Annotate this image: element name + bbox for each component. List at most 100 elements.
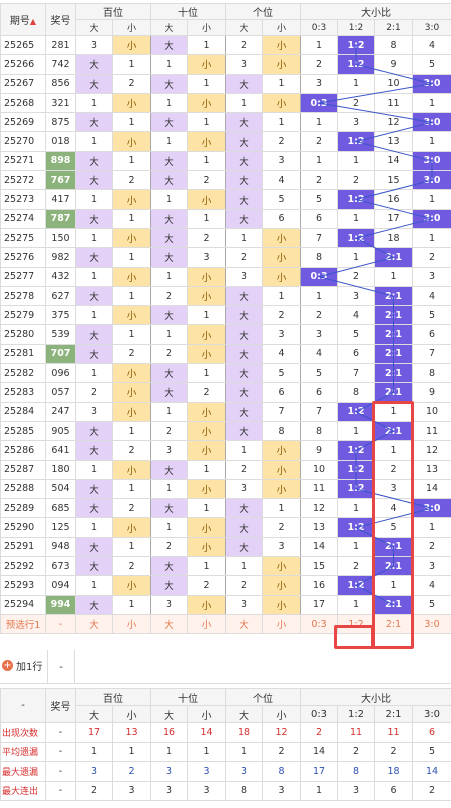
period-cell: 25286 xyxy=(0,440,46,461)
ratio-cell: 1:2 xyxy=(337,478,375,500)
predict-label: 预选行1 xyxy=(0,613,46,635)
predict-tens-big[interactable]: 大 xyxy=(150,613,188,635)
ratio-cell: 1 xyxy=(412,189,451,210)
hundreds-big-cell: 大 xyxy=(75,285,113,307)
tens-small-cell: 2 xyxy=(187,382,226,403)
period-cell: 25281 xyxy=(0,343,46,365)
winning-number-cell: 018 xyxy=(45,131,76,152)
table-row: 25268 321 1 小 1 小 1 小 0:3 2 11 1 xyxy=(0,92,451,114)
predict-hundreds-small[interactable]: 小 xyxy=(112,613,151,635)
ratio-cell: 0:3 xyxy=(300,266,338,287)
ratio-cell: 8 xyxy=(337,382,375,403)
predict-row: 预选行1 - 大 小 大 小 大 小 0:3 1:2 2:1 3:0 xyxy=(0,613,451,635)
ratio-cell: 3:0 xyxy=(412,498,451,519)
units-big-cell: 3 xyxy=(225,594,263,615)
predict-ratio-0-3[interactable]: 0:3 xyxy=(300,613,338,635)
table-row: 25285 905 大 1 2 小大 8 8 1 2:1 11 xyxy=(0,420,451,442)
ratio-cell: 2 xyxy=(300,131,338,152)
ratio-cell: 9 xyxy=(374,54,413,75)
ratio-cell: 2:1 xyxy=(374,420,413,442)
period-cell: 25271 xyxy=(0,150,46,172)
sort-icon[interactable]: ▲ xyxy=(29,17,37,26)
stats-value: 3 xyxy=(150,761,188,782)
predict-ratio-2-1[interactable]: 2:1 xyxy=(374,613,413,635)
predict-ratio-1-2[interactable]: 1:2 xyxy=(337,613,375,635)
winning-number-cell: 707 xyxy=(45,343,76,365)
winning-number-cell: 504 xyxy=(45,478,76,500)
tens-small-cell: 2 xyxy=(187,170,226,191)
stats-row: 最大遗漏 -3 2 3 3 3 8 17 8 18 14 xyxy=(0,761,451,782)
table-row: 25277 432 1 小 1 小 3 小 0:3 2 1 3 xyxy=(0,266,451,287)
predict-tens-small[interactable]: 小 xyxy=(187,613,226,635)
stats-dash: - xyxy=(45,761,76,782)
ratio-cell: 5 xyxy=(374,517,413,538)
stats-value: 2 xyxy=(300,722,338,743)
table-row: 25273 417 1 小 1 小大 5 5 1:2 16 1 xyxy=(0,189,451,210)
ratio-cell: 1 xyxy=(300,34,338,56)
hundreds-small-cell: 2 xyxy=(112,498,151,519)
hundreds-big-header: 大 xyxy=(75,19,113,36)
ratio-cell: 13 xyxy=(374,131,413,152)
units-big-cell: 3 xyxy=(225,54,263,75)
ratio-cell: 1 xyxy=(374,440,413,461)
stats-ratio-0-3: 0:3 xyxy=(300,705,338,723)
ratio-cell: 7 xyxy=(300,227,338,249)
tens-small-cell: 1 xyxy=(187,305,226,326)
units-big-cell: 大 xyxy=(225,536,263,558)
ratio-cell: 1:2 xyxy=(337,575,375,596)
units-small-cell: 小 xyxy=(262,459,301,480)
tens-small-cell: 小 xyxy=(187,478,226,500)
ratio-cell: 2 xyxy=(300,305,338,326)
tens-small-cell: 小 xyxy=(187,266,226,287)
units-big-cell: 大 xyxy=(225,305,263,326)
units-small-cell: 1 xyxy=(262,285,301,307)
hundreds-small-header: 小 xyxy=(112,19,151,36)
period-cell: 25285 xyxy=(0,420,46,442)
period-cell: 25276 xyxy=(0,247,46,268)
tens-small-cell: 2 xyxy=(187,227,226,249)
table-row: 25282 096 1 小大 1 大 5 5 7 2:1 8 xyxy=(0,363,451,384)
winning-number-cell: 096 xyxy=(45,363,76,384)
tens-small-cell: 1 xyxy=(187,34,226,56)
predict-ratio-3-0[interactable]: 3:0 xyxy=(412,613,451,635)
ratio-cell: 6 xyxy=(337,343,375,365)
stats-value: 1 xyxy=(225,741,263,762)
add-row-button[interactable]: + 加1行 xyxy=(2,658,42,673)
table-row: 25274 787 大 1 大 1 大 6 6 1 17 3:0 xyxy=(0,208,451,229)
table-row: 25267 856 大 2 大 1 大 1 3 1 10 3:0 xyxy=(0,73,451,94)
hundreds-small-cell: 小 xyxy=(112,517,151,538)
stats-value: 14 xyxy=(187,722,226,743)
ratio-cell: 3:0 xyxy=(412,170,451,191)
tens-big-cell: 2 xyxy=(150,536,188,558)
stats-row: 出现次数 -17 13 16 14 18 12 2 11 11 6 xyxy=(0,722,451,743)
units-big-cell: 大 xyxy=(225,112,263,133)
hundreds-big-cell: 大 xyxy=(75,208,113,229)
ratio-cell: 11 xyxy=(374,92,413,114)
tens-small-cell: 小 xyxy=(187,92,226,114)
tens-big-cell: 大 xyxy=(150,73,188,94)
table-row: 25288 504 大 1 1 小 3 小 11 1:2 3 14 xyxy=(0,478,451,500)
hundreds-small-cell: 2 xyxy=(112,170,151,191)
ratio-cell: 14 xyxy=(300,536,338,558)
period-header[interactable]: 期号▲ xyxy=(0,3,46,36)
tens-big-cell: 1 xyxy=(150,266,188,287)
ratio-cell: 2:1 xyxy=(374,247,413,268)
hundreds-big-cell: 大 xyxy=(75,498,113,519)
hundreds-small-cell: 1 xyxy=(112,478,151,500)
ratio-cell: 8 xyxy=(300,420,338,442)
winning-header: 奖号 xyxy=(45,3,76,36)
hundreds-small-cell: 小 xyxy=(112,131,151,152)
predict-units-big[interactable]: 大 xyxy=(225,613,263,635)
period-cell: 25278 xyxy=(0,285,46,307)
winning-number-cell: 787 xyxy=(45,208,76,229)
units-big-cell: 1 xyxy=(225,92,263,114)
stats-label: 平均遗漏 xyxy=(0,741,46,762)
predict-hundreds-big[interactable]: 大 xyxy=(75,613,113,635)
tens-big-cell: 1 xyxy=(150,131,188,152)
predict-units-small[interactable]: 小 xyxy=(262,613,301,635)
stats-value: 3 xyxy=(187,780,226,801)
ratio-cell: 5 xyxy=(412,54,451,75)
units-small-cell: 小 xyxy=(262,556,301,577)
ratio-3-0-header: 3:0 xyxy=(412,19,451,36)
units-big-cell: 大 xyxy=(225,343,263,365)
